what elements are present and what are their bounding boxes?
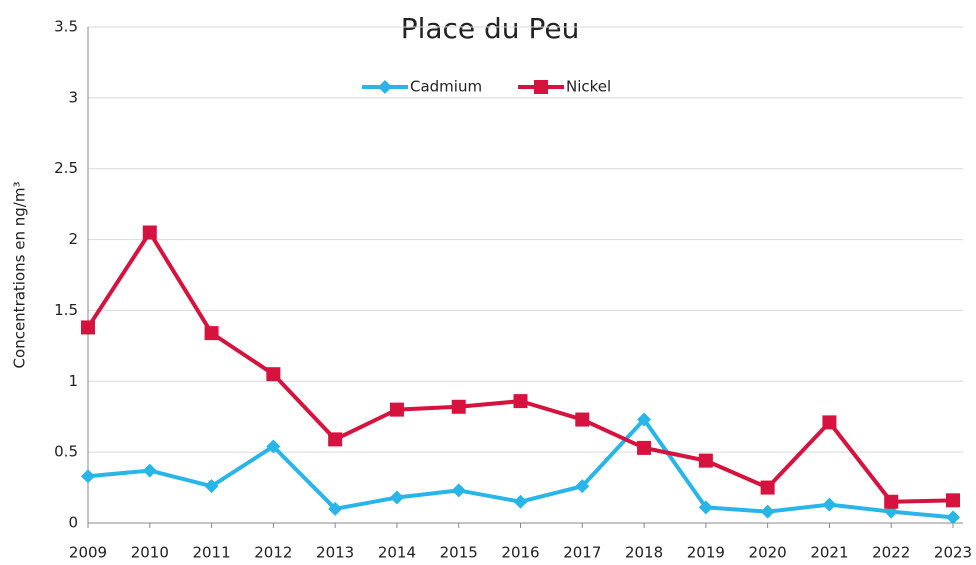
marker <box>204 326 219 341</box>
marker <box>513 494 528 509</box>
x-tick-label: 2010 <box>131 544 169 562</box>
marker <box>698 500 713 515</box>
marker <box>451 483 466 498</box>
marker <box>266 367 281 382</box>
marker <box>637 412 652 427</box>
marker <box>451 399 466 414</box>
marker <box>204 479 219 494</box>
marker <box>822 497 837 512</box>
marker <box>575 479 590 494</box>
line <box>86 230 954 504</box>
x-tick-label: 2019 <box>687 544 725 562</box>
marker <box>389 402 404 417</box>
y-tick-label: 0 <box>68 514 78 532</box>
y-tick-label: 2 <box>68 230 78 248</box>
marker <box>822 415 837 430</box>
y-tick-label: 2.5 <box>54 159 78 177</box>
marker <box>946 510 960 525</box>
x-tick-label: 2020 <box>749 544 787 562</box>
y-tick-label: 3 <box>68 88 78 106</box>
marker <box>946 493 960 508</box>
marker <box>534 80 548 94</box>
marker <box>378 80 392 94</box>
marker <box>81 320 95 335</box>
marker <box>698 453 713 468</box>
y-tick-label: 3.5 <box>54 18 78 36</box>
x-tick-label: 2009 <box>69 544 107 562</box>
marker <box>328 501 343 516</box>
y-tick-label: 1 <box>68 372 78 390</box>
legend-label: Nickel <box>566 78 611 96</box>
marker <box>760 504 775 519</box>
marker <box>884 494 899 509</box>
x-tick-label: 2021 <box>810 544 848 562</box>
marker <box>637 440 652 455</box>
marker <box>513 394 528 409</box>
y-axis-label: Concentrations en ng/m³ <box>11 182 29 369</box>
y-tick-label: 0.5 <box>54 443 78 461</box>
x-tick-label: 2014 <box>378 544 416 562</box>
legend-label: Cadmium <box>410 78 482 96</box>
marker <box>328 432 343 447</box>
x-tick-label: 2022 <box>872 544 910 562</box>
marker <box>81 469 95 484</box>
x-tick-label: 2018 <box>625 544 663 562</box>
x-tick-label: 2012 <box>254 544 292 562</box>
marker <box>575 412 590 427</box>
marker <box>760 480 775 495</box>
marker <box>142 225 157 240</box>
chart-title: Place du Peu <box>401 12 580 45</box>
marker <box>389 490 404 505</box>
x-tick-label: 2017 <box>563 544 601 562</box>
x-tick-label: 2013 <box>316 544 354 562</box>
x-tick-label: 2015 <box>440 544 478 562</box>
x-tick-label: 2016 <box>501 544 539 562</box>
x-tick-label: 2023 <box>934 544 972 562</box>
marker <box>266 439 281 454</box>
marker <box>142 463 157 478</box>
x-tick-label: 2011 <box>192 544 230 562</box>
y-tick-label: 1.5 <box>54 301 78 319</box>
